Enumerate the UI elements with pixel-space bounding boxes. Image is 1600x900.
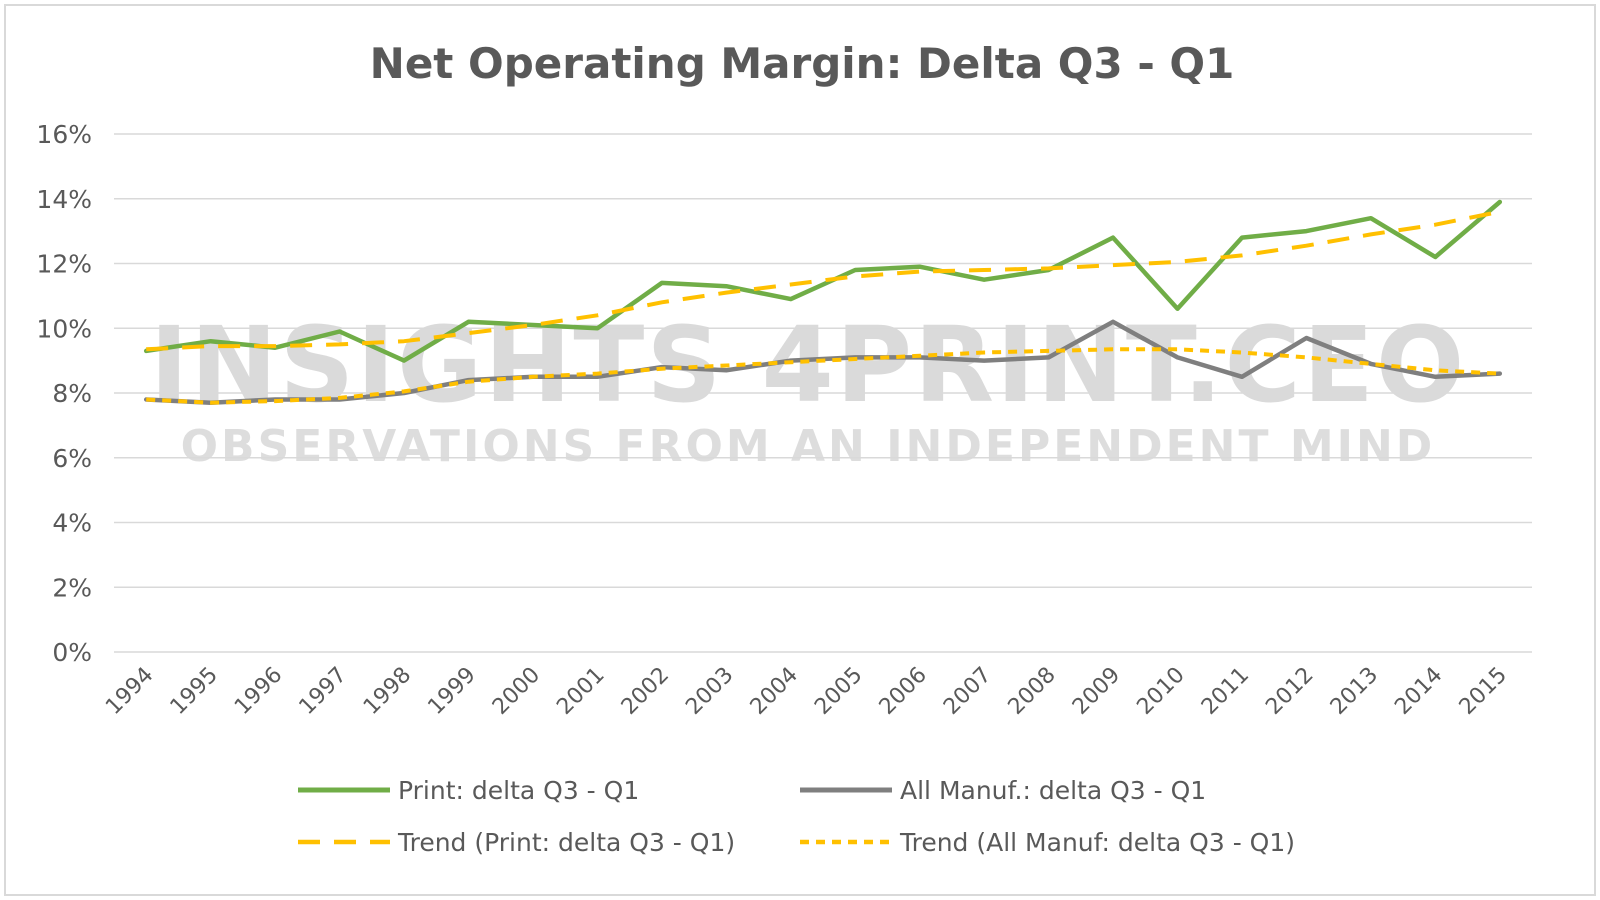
series-line-3 xyxy=(146,209,1501,352)
x-axis-ticks: 1994 1995 1996 1997 1998 1999 2000 2001 2002 2003… xyxy=(101,663,1512,720)
legend-label: Trend (All Manuf: delta Q3 - Q1) xyxy=(899,828,1295,857)
x-tick-label: 2005 xyxy=(810,663,867,720)
chart-title: Net Operating Margin: Delta Q3 - Q1 xyxy=(370,39,1235,88)
x-tick-label: 2008 xyxy=(1004,663,1061,720)
x-tick-label: 2015 xyxy=(1455,663,1512,720)
x-tick-label: 2009 xyxy=(1068,663,1125,720)
legend-label: Trend (Print: delta Q3 - Q1) xyxy=(397,828,735,857)
y-axis-ticks: 0% 2% 4% 6% 8% 10% 12% 14% 16% xyxy=(36,120,92,667)
x-tick-label: 1997 xyxy=(295,663,352,720)
x-tick-label: 1999 xyxy=(423,663,480,720)
watermark: INSIGHTS 4PRINT.CEO OBSERVATIONS FROM AN… xyxy=(150,304,1467,472)
x-tick-label: 2006 xyxy=(875,663,932,720)
x-tick-label: 1996 xyxy=(230,663,287,720)
series-line-1 xyxy=(143,199,1503,363)
y-tick-label: 14% xyxy=(36,185,92,214)
series-line-4 xyxy=(146,347,1500,405)
x-tick-label: 2004 xyxy=(746,663,803,720)
x-tick-label: 2000 xyxy=(488,663,545,720)
x-tick-label: 2012 xyxy=(1261,663,1318,720)
legend-label: All Manuf.: delta Q3 - Q1 xyxy=(900,776,1206,805)
x-tick-label: 1998 xyxy=(359,663,416,720)
x-tick-label: 1995 xyxy=(166,663,223,720)
chart-frame: Net Operating Margin: Delta Q3 - Q1 INSI… xyxy=(4,4,1596,896)
gridlines xyxy=(114,133,1532,653)
y-tick-label: 2% xyxy=(52,573,92,602)
x-tick-label: 2010 xyxy=(1132,663,1189,720)
x-tick-label: 2002 xyxy=(617,663,674,720)
x-tick-label: 2001 xyxy=(552,663,609,720)
y-tick-label: 6% xyxy=(52,444,92,473)
watermark-line2: OBSERVATIONS FROM AN INDEPENDENT MIND xyxy=(181,421,1436,472)
y-tick-label: 8% xyxy=(52,379,92,408)
legend: Print: delta Q3 - Q1 All Manuf.: delta Q3… xyxy=(298,776,1295,857)
x-tick-label: 1994 xyxy=(101,663,158,720)
legend-label: Print: delta Q3 - Q1 xyxy=(398,776,639,805)
y-tick-label: 12% xyxy=(36,250,92,279)
x-tick-label: 2003 xyxy=(681,663,738,720)
watermark-line1: INSIGHTS 4PRINT.CEO xyxy=(150,304,1467,426)
y-tick-label: 0% xyxy=(52,638,92,667)
chart-svg: Net Operating Margin: Delta Q3 - Q1 INSI… xyxy=(36,39,1532,857)
x-tick-label: 2011 xyxy=(1197,663,1254,720)
x-tick-label: 2007 xyxy=(939,663,996,720)
x-tick-label: 2014 xyxy=(1390,663,1447,720)
y-tick-label: 16% xyxy=(36,120,92,149)
y-tick-label: 10% xyxy=(36,314,92,343)
series-lines xyxy=(143,199,1503,405)
x-tick-label: 2013 xyxy=(1326,663,1383,720)
y-tick-label: 4% xyxy=(52,509,92,538)
